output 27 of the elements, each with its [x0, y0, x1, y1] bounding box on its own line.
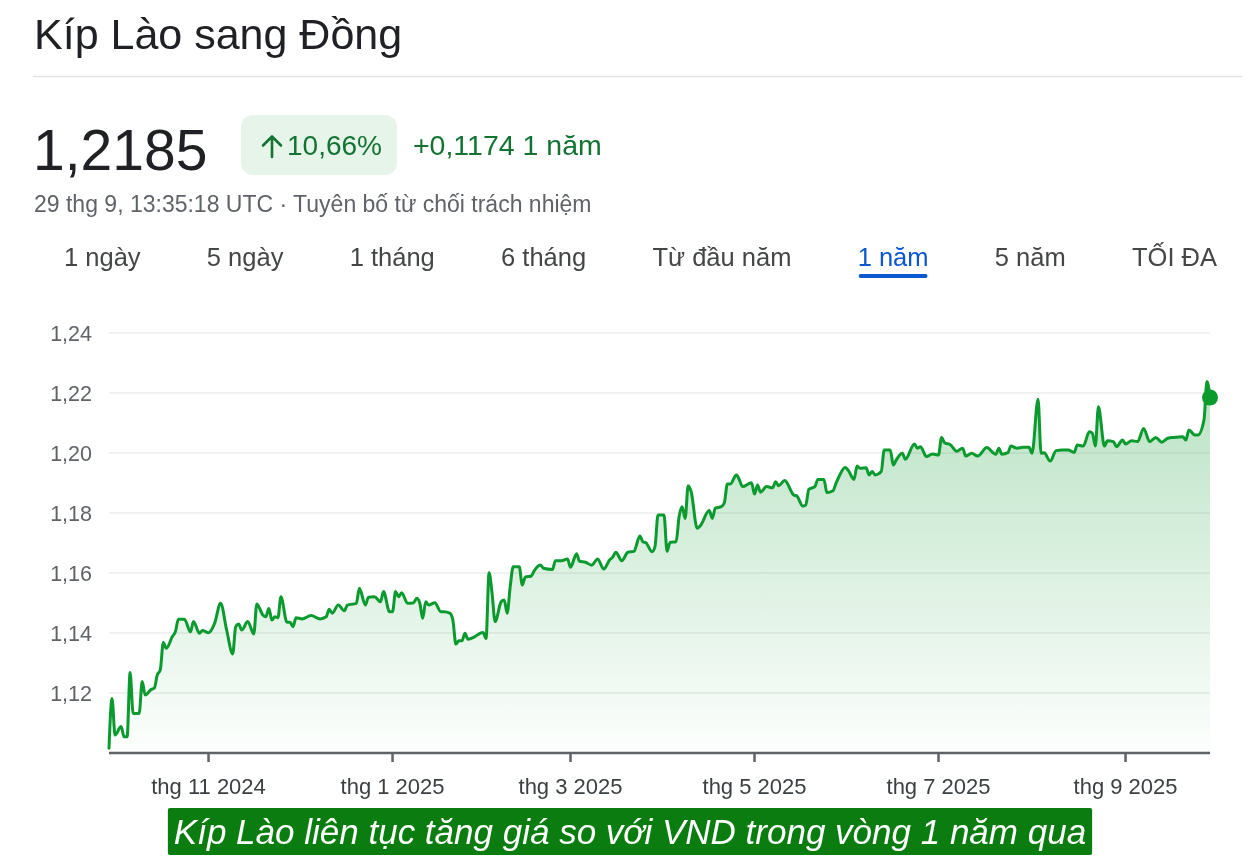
- text: Từ đầu năm: [652, 243, 792, 271]
- text: 10,66%: [287, 130, 382, 161]
- y-tick-label: 1,20: [50, 441, 93, 466]
- y-tick-label: 1,24: [50, 321, 93, 346]
- text: 29 thg 9, 13:35:18 UTC · Tuyên bố từ chối trách nhiệm: [34, 191, 592, 217]
- text: 5 năm: [994, 243, 1066, 271]
- text: 1 ngày: [64, 243, 141, 271]
- y-tick-label: 1,22: [50, 381, 92, 406]
- y-tick-label: 1,18: [50, 501, 93, 526]
- text: +0,1174 1 năm: [412, 129, 602, 161]
- y-tick-label: 1,12: [50, 681, 92, 706]
- x-tick-label: thg 1 2025: [340, 774, 445, 799]
- text: 1 năm: [857, 243, 929, 271]
- text: 6 tháng: [501, 243, 587, 271]
- x-tick-label: thg 3 2025: [518, 774, 623, 799]
- x-tick-label: thg 9 2025: [1073, 774, 1178, 799]
- text: 1 tháng: [349, 243, 435, 271]
- x-tick-label: thg 11 2024: [151, 774, 266, 799]
- chart-title: Kíp Lào sang Đồng: [34, 10, 403, 58]
- text: 1,2185: [33, 118, 208, 182]
- y-tick-label: 1,14: [50, 621, 93, 646]
- x-tick-label: thg 5 2025: [702, 774, 807, 799]
- text: 5 ngày: [206, 243, 284, 271]
- y-tick-label: 1,16: [50, 561, 93, 586]
- text: TỐI ĐA: [1132, 242, 1218, 271]
- x-tick-label: thg 7 2025: [886, 774, 991, 799]
- text: Kíp Lào liên tục tăng giá so với VND trong vòng 1 năm qua: [173, 812, 1087, 851]
